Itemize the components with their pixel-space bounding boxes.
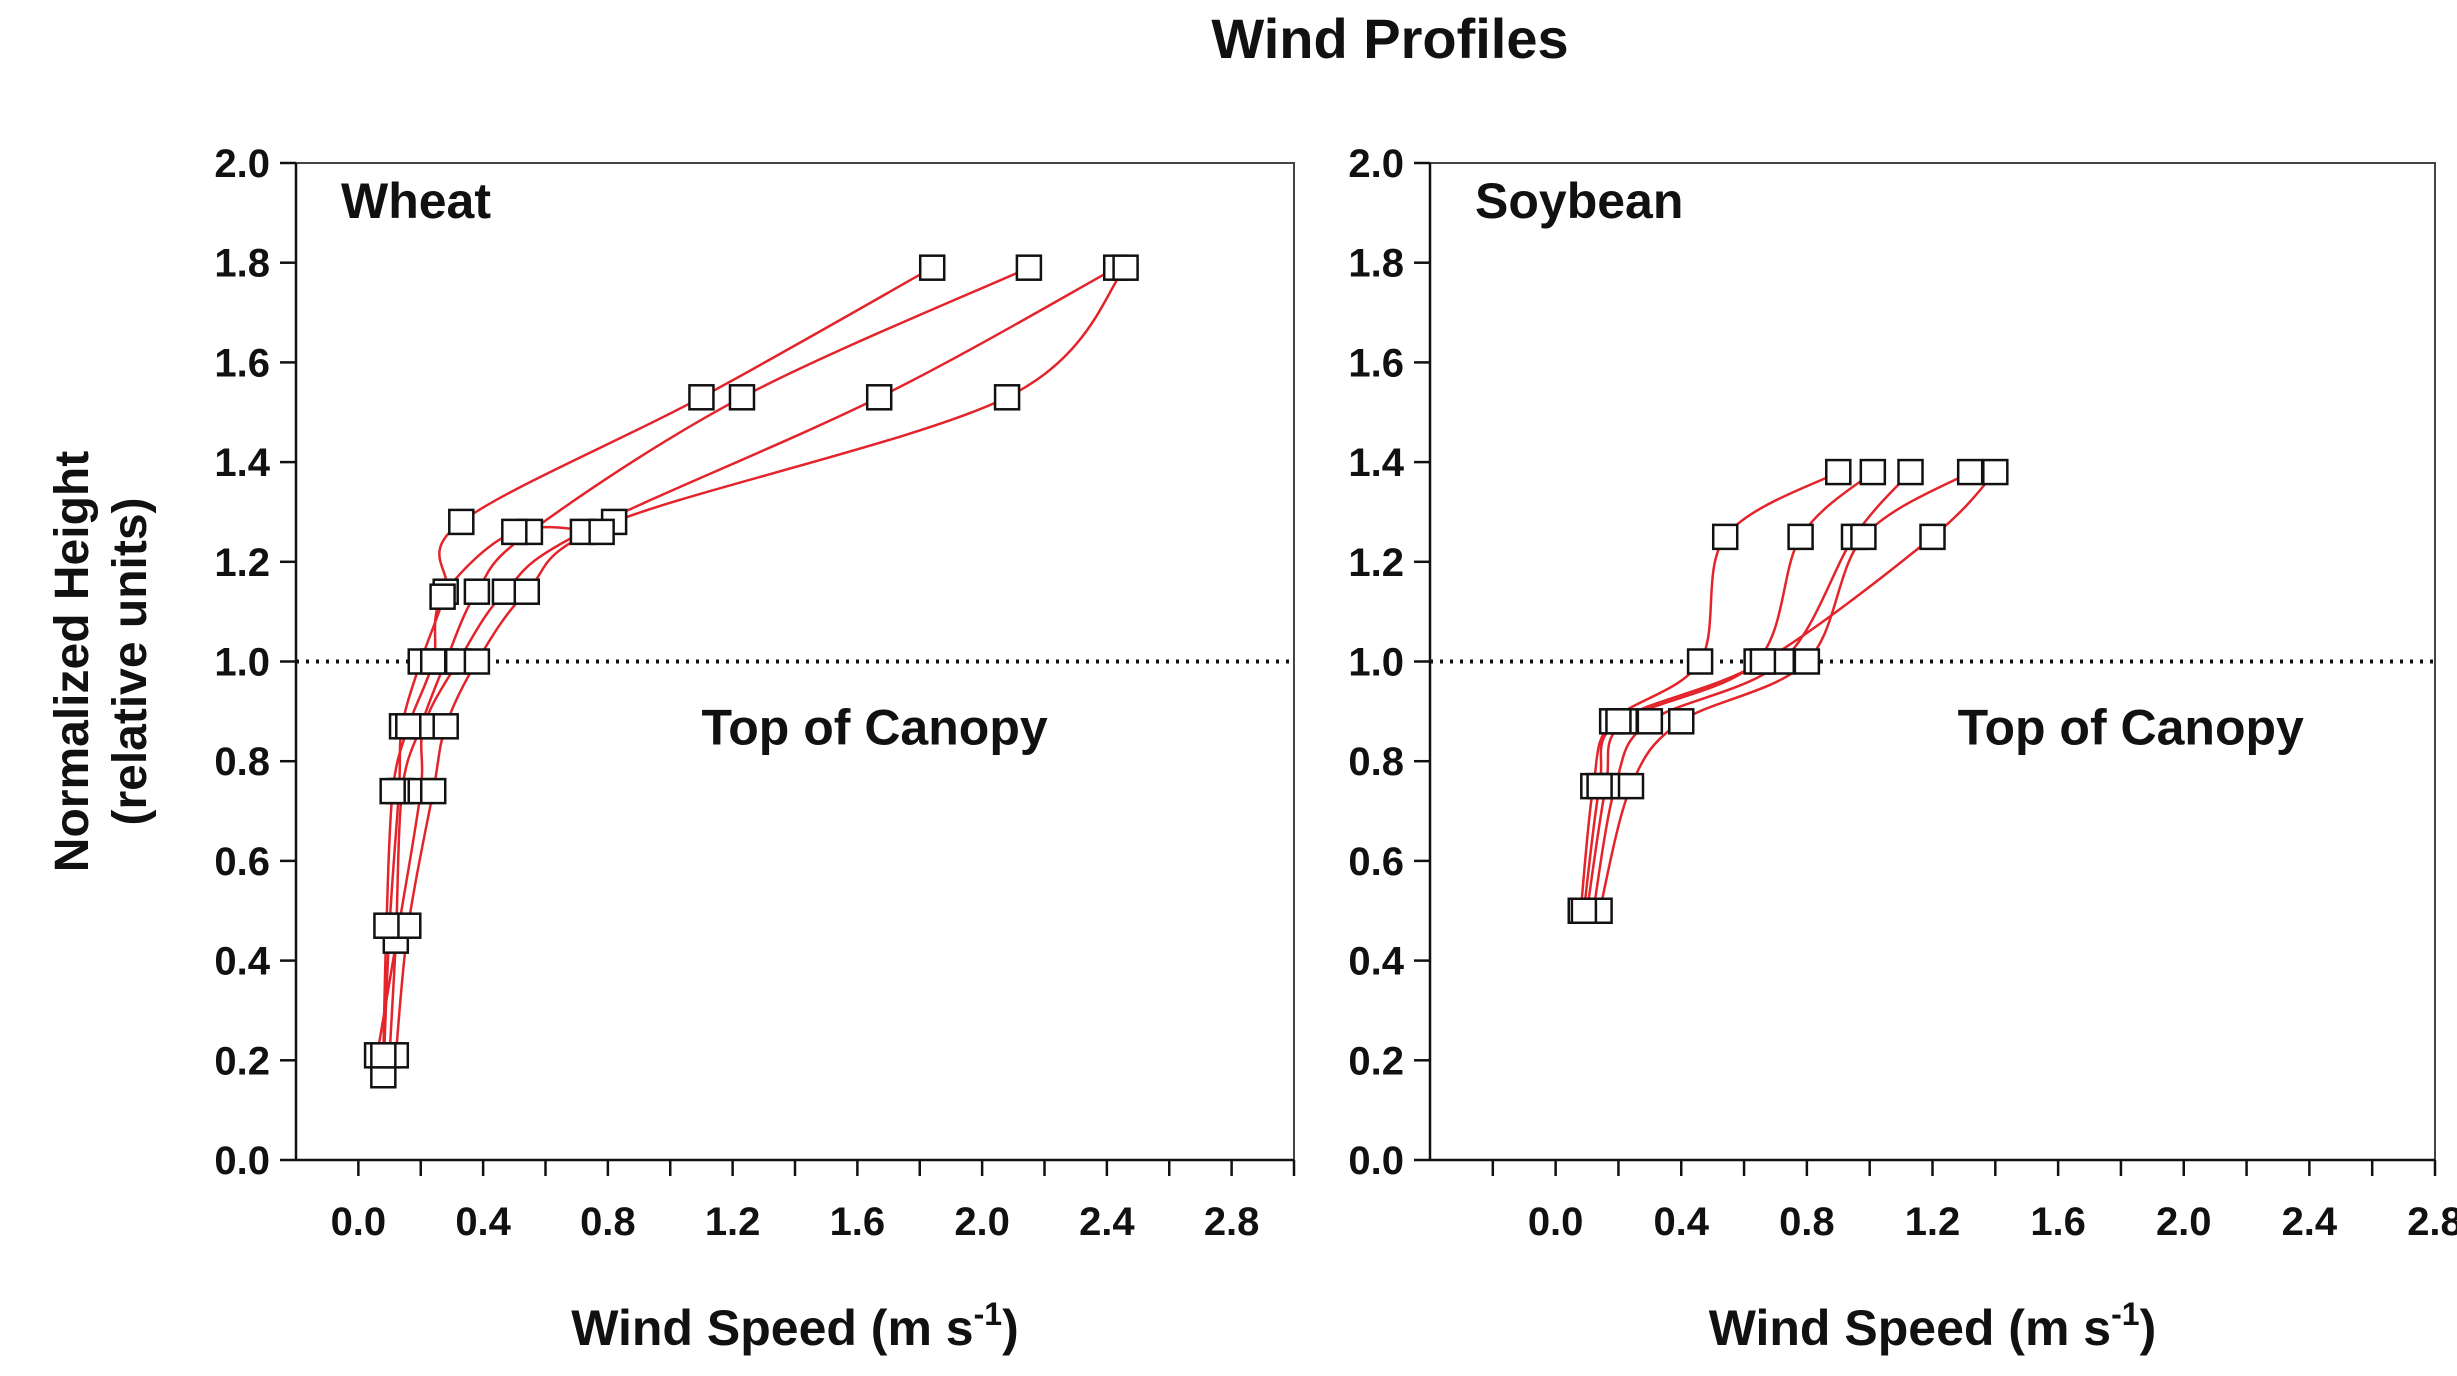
panel-soybean: 0.0 0.2 0.4 0.6 0.8 1.0 1.2 1.4 1.6 1.8 2.0 0.0 0.4 0… xyxy=(1348,142,2457,1356)
y-tick-label: 0.2 xyxy=(214,1039,270,1083)
x-tick-label: 2.0 xyxy=(954,1200,1010,1244)
data-point xyxy=(395,912,422,939)
x-axis-title: Wind Speed (m s-1) xyxy=(1709,1296,2156,1356)
x-tick-label: 2.8 xyxy=(2407,1200,2457,1244)
y-tick-label: 2.0 xyxy=(1348,142,1404,186)
y-tick-label: 1.0 xyxy=(1348,641,1404,685)
x-tick-label: 0.4 xyxy=(1653,1200,1709,1244)
y-tick-label: 0.8 xyxy=(1348,740,1404,784)
y-tick-label: 0.8 xyxy=(214,740,270,784)
data-point xyxy=(513,578,541,605)
data-point xyxy=(1749,648,1777,675)
data-point xyxy=(1112,254,1139,281)
data-point xyxy=(419,648,447,675)
data-point xyxy=(448,508,475,536)
y-tick-label: 0.4 xyxy=(214,940,270,984)
x-tick-label: 0.0 xyxy=(1528,1200,1584,1244)
data-point xyxy=(1605,708,1632,735)
data-point xyxy=(1636,708,1664,735)
data-point xyxy=(1668,708,1695,735)
x-tick-label: 2.8 xyxy=(1204,1200,1260,1244)
x-tick-label: 0.0 xyxy=(331,1200,387,1244)
data-point xyxy=(463,648,491,675)
canopy-label: Top of Canopy xyxy=(701,699,1047,755)
x-tick-label: 0.8 xyxy=(580,1200,636,1244)
y-tick-label: 1.0 xyxy=(214,641,270,685)
data-point xyxy=(728,384,756,411)
y-tick-label: 2.0 xyxy=(214,142,270,186)
data-point xyxy=(1586,772,1613,800)
data-point xyxy=(1859,458,1887,486)
y-tick-label: 0.2 xyxy=(1348,1039,1404,1083)
data-point xyxy=(379,777,406,805)
x-tick-label: 0.8 xyxy=(1779,1200,1835,1244)
x-tick-label: 0.4 xyxy=(455,1200,511,1244)
y-tick-label: 0.0 xyxy=(214,1139,270,1183)
series-line-1 xyxy=(1579,470,1839,911)
x-tick-label: 1.6 xyxy=(830,1200,886,1244)
data-point xyxy=(993,384,1021,411)
y-tick-label: 1.2 xyxy=(214,541,270,585)
data-point xyxy=(491,578,519,605)
y-tick-label: 1.4 xyxy=(1348,441,1404,485)
data-point xyxy=(419,777,447,805)
data-point xyxy=(1897,458,1924,486)
data-point xyxy=(1956,458,1984,486)
figure-title: Wind Profiles xyxy=(1211,7,1568,70)
y-tick-label: 1.6 xyxy=(214,341,270,385)
data-point xyxy=(1825,458,1852,486)
data-point xyxy=(1919,523,1946,551)
panel-label: Soybean xyxy=(1475,173,1683,229)
data-point xyxy=(395,713,422,740)
data-point xyxy=(463,578,491,605)
y-tick-label: 0.0 xyxy=(1348,1139,1404,1183)
y-tick-label: 1.6 xyxy=(1348,341,1404,385)
data-point xyxy=(1015,254,1043,281)
x-tick-label: 1.2 xyxy=(705,1200,761,1244)
y-tick-label: 1.4 xyxy=(214,441,270,485)
y-tick-label: 0.6 xyxy=(1348,840,1404,884)
data-point xyxy=(1617,772,1645,800)
x-tick-label: 2.0 xyxy=(2156,1200,2212,1244)
data-point xyxy=(432,713,459,740)
y-tick-label: 0.6 xyxy=(214,840,270,884)
panel-label: Wheat xyxy=(341,173,491,229)
data-point xyxy=(1850,523,1877,551)
x-tick-label: 1.2 xyxy=(1905,1200,1961,1244)
y-tick-label: 1.8 xyxy=(1348,242,1404,286)
series-line-4 xyxy=(394,266,1127,1056)
data-point xyxy=(373,912,400,939)
x-tick-label: 2.4 xyxy=(2282,1200,2338,1244)
series-line-4 xyxy=(1598,471,1971,912)
data-point xyxy=(1711,523,1739,551)
data-point xyxy=(1982,458,2009,486)
data-point xyxy=(1787,523,1814,551)
x-tick-label: 1.6 xyxy=(2030,1200,2086,1244)
data-point xyxy=(688,384,715,411)
data-point xyxy=(588,518,615,546)
data-point xyxy=(1793,648,1821,675)
data-point xyxy=(501,518,528,546)
data-point xyxy=(865,384,893,411)
canopy-label: Top of Canopy xyxy=(1958,699,2304,755)
y-tick-label: 1.2 xyxy=(1348,541,1404,585)
y-tick-label: 0.4 xyxy=(1348,940,1404,984)
x-tick-label: 2.4 xyxy=(1079,1200,1135,1244)
data-point xyxy=(1686,648,1714,675)
y-tick-label: 1.8 xyxy=(214,242,270,286)
y-axis-title: Normalized Height (relative units) xyxy=(46,451,157,872)
data-point xyxy=(370,1042,397,1069)
data-point xyxy=(918,254,946,281)
data-point xyxy=(1570,897,1598,924)
panel-wheat: 0.0 0.2 0.4 0.6 0.8 1.0 1.2 1.4 1.6 1.8 2.0 0.0 0.4 0… xyxy=(46,142,1296,1356)
x-axis-title: Wind Speed (m s-1) xyxy=(571,1296,1018,1356)
data-point xyxy=(429,583,456,610)
